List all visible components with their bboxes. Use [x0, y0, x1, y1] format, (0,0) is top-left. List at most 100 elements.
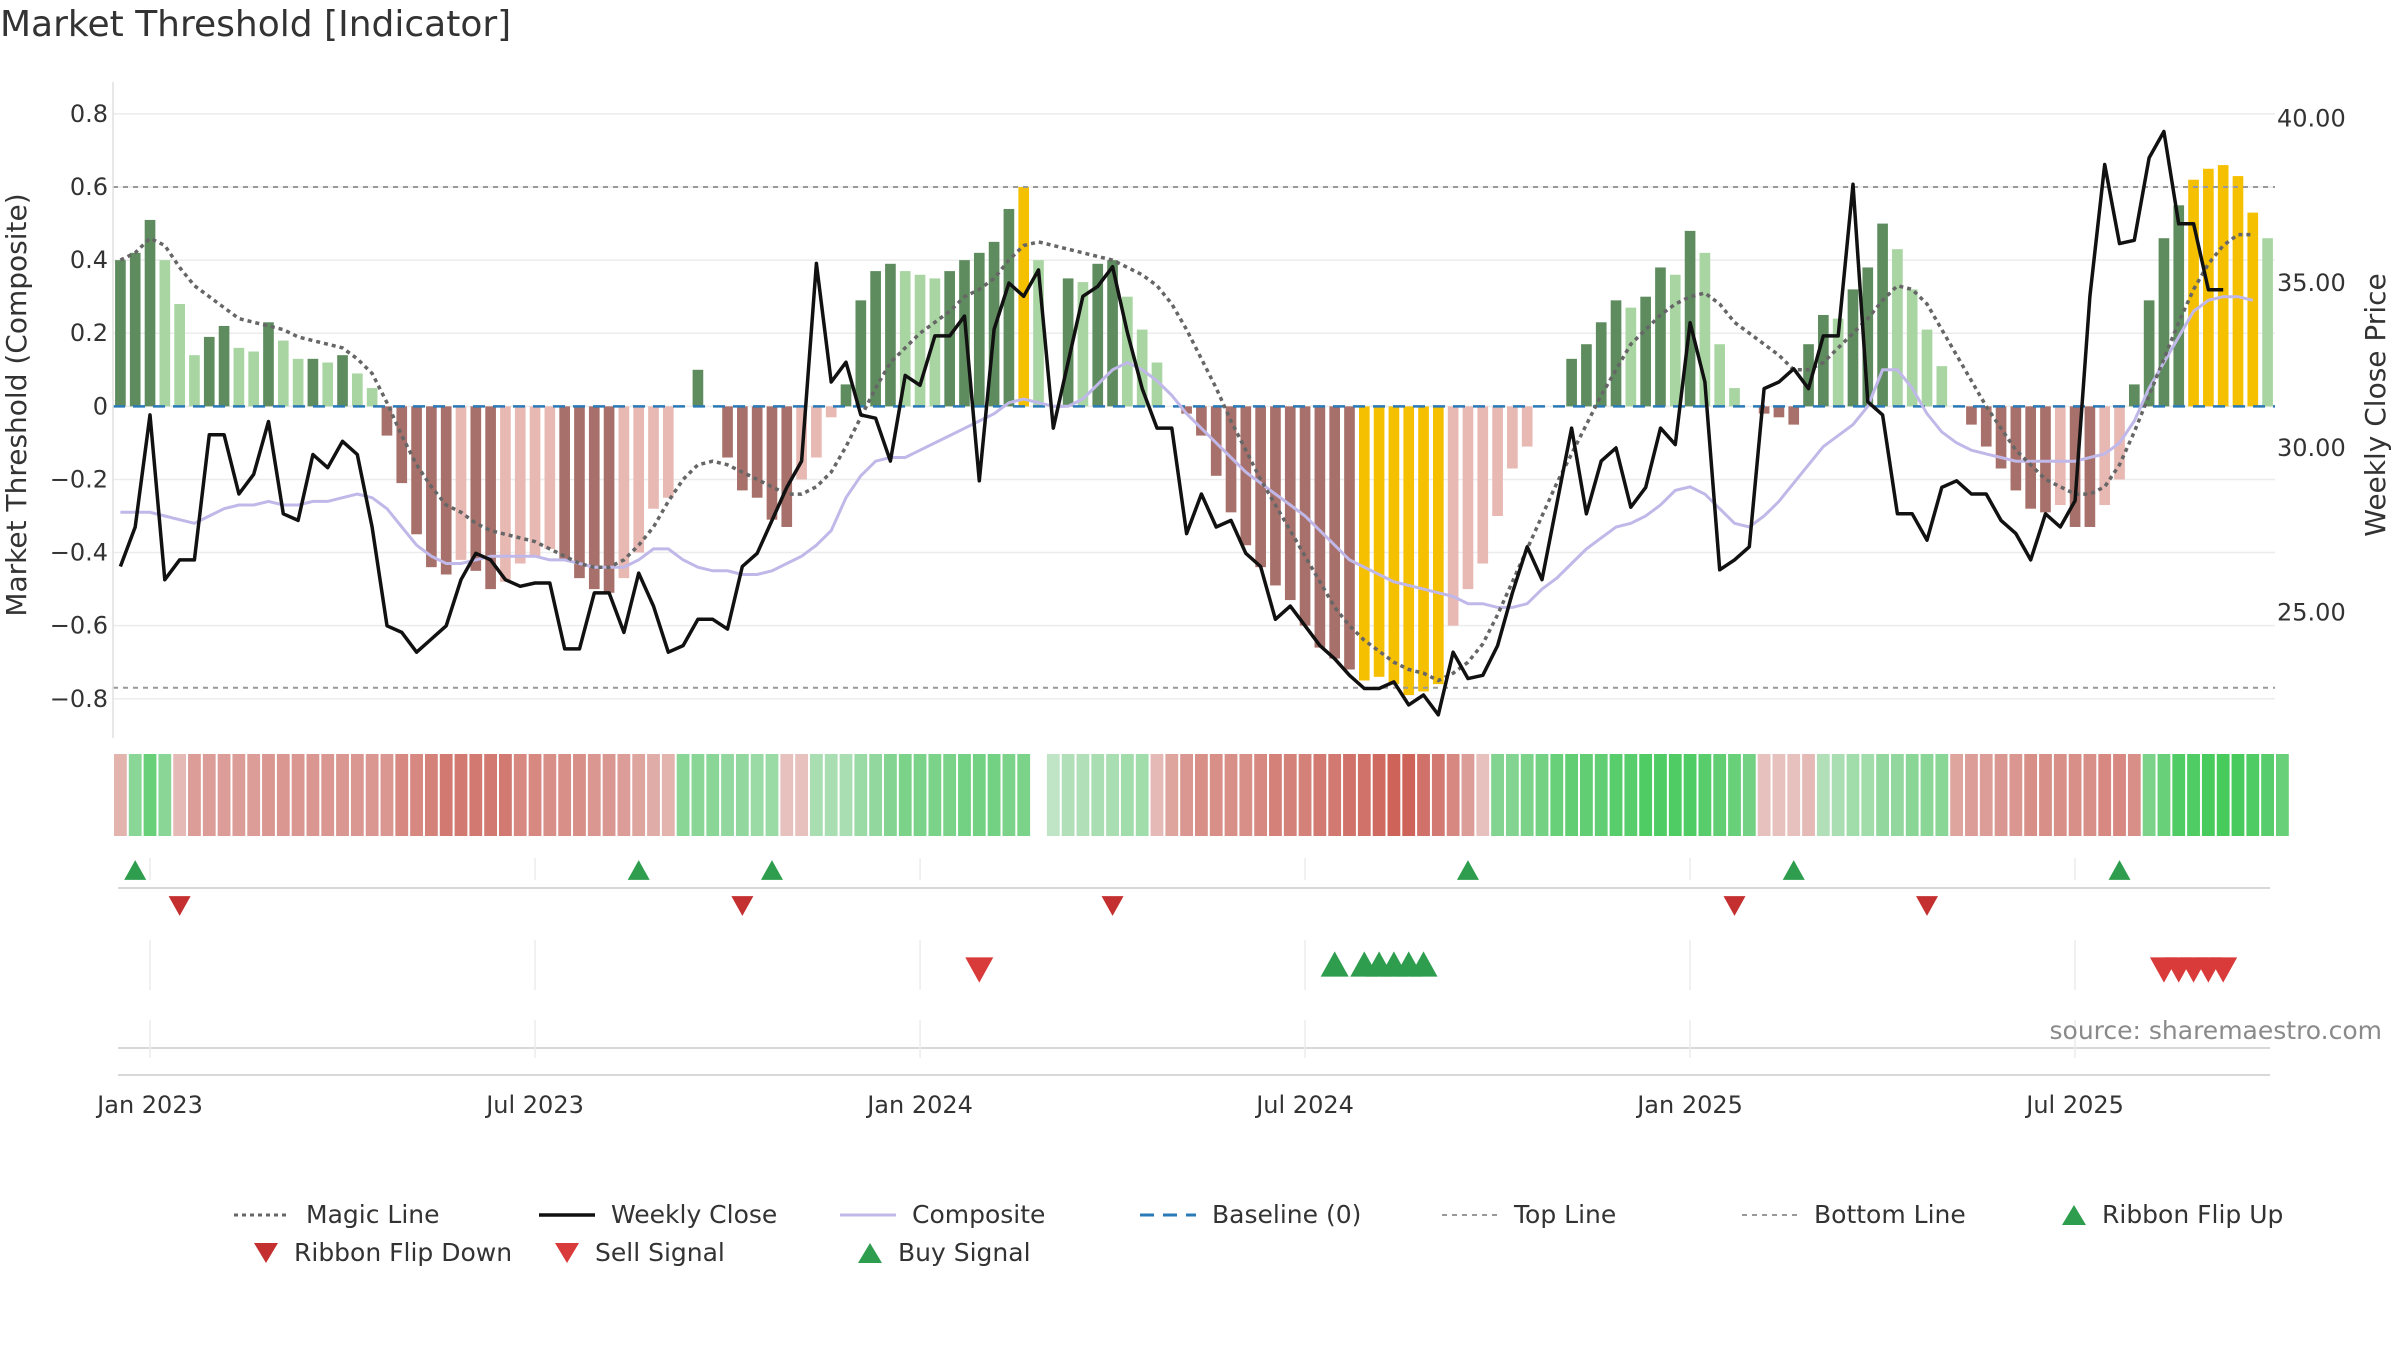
ribbon-cell [1905, 754, 1919, 836]
composite-bar [2262, 238, 2273, 407]
composite-bar [1329, 406, 1341, 659]
composite-bar [1136, 329, 1148, 407]
ribbon-cell [2009, 754, 2023, 836]
ribbon-cell [958, 754, 971, 836]
ribbon-cell [1594, 754, 1608, 836]
composite-bar [1966, 406, 1977, 425]
ribbon-cell [1698, 754, 1712, 836]
ribbon-cell [1683, 754, 1697, 836]
ribbon-cell [1535, 754, 1549, 836]
ribbon-cell [1742, 754, 1756, 836]
composite-bar [1980, 406, 1992, 447]
legend-item: Sell Signal [553, 1238, 725, 1267]
ribbon-cell [884, 754, 897, 836]
ribbon-cell [750, 754, 764, 836]
composite-bar [1433, 406, 1444, 685]
ribbon-cell [306, 754, 320, 836]
legend-item: Composite [838, 1200, 1045, 1229]
y-tick-label: 0 [93, 392, 108, 420]
composite-bar [1344, 406, 1355, 670]
ribbon-cell [1002, 754, 1016, 836]
ribbon-cell [647, 754, 660, 836]
y-tick-label: −0.4 [50, 539, 108, 567]
ribbon-flip-up-marker [1456, 860, 1479, 880]
composite-bar [929, 278, 941, 407]
sell-signal-marker [2209, 957, 2238, 983]
ribbon-cell [1861, 754, 1875, 836]
legend-label: Ribbon Flip Up [2102, 1200, 2284, 1229]
ribbon-cell [1624, 754, 1638, 836]
ribbon-cell [114, 754, 127, 836]
legend-swatch [234, 1213, 290, 1216]
ribbon-cell [1461, 754, 1475, 836]
composite-bar [203, 336, 215, 407]
ribbon-cell [987, 754, 1001, 836]
ribbon-cell [1165, 754, 1179, 836]
x-tick-label: Jan 2024 [865, 1091, 973, 1119]
ribbon-cell [928, 754, 942, 836]
legend-swatch [539, 1212, 595, 1217]
ribbon-cell [1520, 754, 1534, 836]
composite-bar [352, 373, 363, 407]
ribbon-cell [676, 754, 690, 836]
composite-bar [574, 406, 585, 579]
ribbon-cell [2127, 754, 2141, 836]
ribbon-cell [143, 754, 157, 836]
composite-bar [455, 406, 467, 560]
legend-label: Weekly Close [611, 1200, 778, 1229]
ribbon-cell [1979, 754, 1993, 836]
ribbon-cell [1639, 754, 1653, 836]
ribbon-cell [898, 754, 912, 836]
ribbon-cell [1017, 754, 1031, 836]
composite-bar [885, 263, 896, 407]
ribbon-cell [2083, 754, 2097, 836]
ribbon-cell [1195, 754, 1208, 836]
x-tick-label: Jul 2025 [2024, 1091, 2124, 1119]
composite-bar [559, 406, 570, 560]
composite-bar [2128, 384, 2140, 407]
legend-item: Ribbon Flip Down [252, 1238, 512, 1267]
composite-bar [307, 358, 319, 407]
legend-label: Ribbon Flip Down [294, 1238, 513, 1267]
ribbon-cell [2098, 754, 2112, 836]
ribbon-cell [854, 754, 868, 836]
ribbon-cell [721, 754, 734, 836]
composite-bar [2247, 212, 2259, 407]
ribbon-cell [321, 754, 335, 836]
composite-bar [618, 406, 630, 579]
composite-bar [1936, 366, 1948, 407]
ribbon-cell [424, 754, 438, 836]
composite-bar [1462, 406, 1474, 590]
ribbon-cell [1846, 754, 1860, 836]
composite-bar [337, 355, 348, 407]
series-lines [113, 129, 2275, 717]
composite-bar [2188, 179, 2199, 407]
axes: 0.8 0.6 0.4 0.2 0 −0.2 −0.4 −0.6 −0.8 40.00 35.00 3… [0, 82, 2392, 1119]
composite-bar [1492, 406, 1503, 516]
ribbon-cell [1609, 754, 1623, 836]
ribbon-flip-up-marker [2108, 860, 2131, 880]
ribbon-cell [943, 754, 957, 836]
ribbon-cell [1831, 754, 1845, 836]
composite-bar [1906, 289, 1918, 407]
buy-signal-marker [1409, 951, 1438, 977]
magic-line [119, 232, 2253, 683]
ribbon-cell [587, 754, 601, 836]
legend-label: Top Line [1514, 1200, 1617, 1229]
ribbon-cell [1239, 754, 1253, 836]
ribbon-cell [2216, 754, 2230, 836]
ribbon-flip-down-marker [1916, 896, 1939, 916]
ribbon-cell [380, 754, 394, 836]
composite-bar [1566, 358, 1577, 407]
ribbon-cell [1431, 754, 1445, 836]
composite-bar [1373, 406, 1385, 677]
composite-bar [1729, 388, 1740, 407]
ribbon-cell [2246, 754, 2260, 836]
ribbon-cell [1713, 754, 1727, 836]
ribbon-flip-up-marker [124, 860, 147, 880]
composite-bar [277, 340, 289, 407]
ribbon-cell [1046, 754, 1060, 836]
composite-bar [1832, 318, 1844, 407]
x-tick-label: Jul 2024 [1254, 1091, 1354, 1119]
composite-bar [1255, 406, 1266, 568]
